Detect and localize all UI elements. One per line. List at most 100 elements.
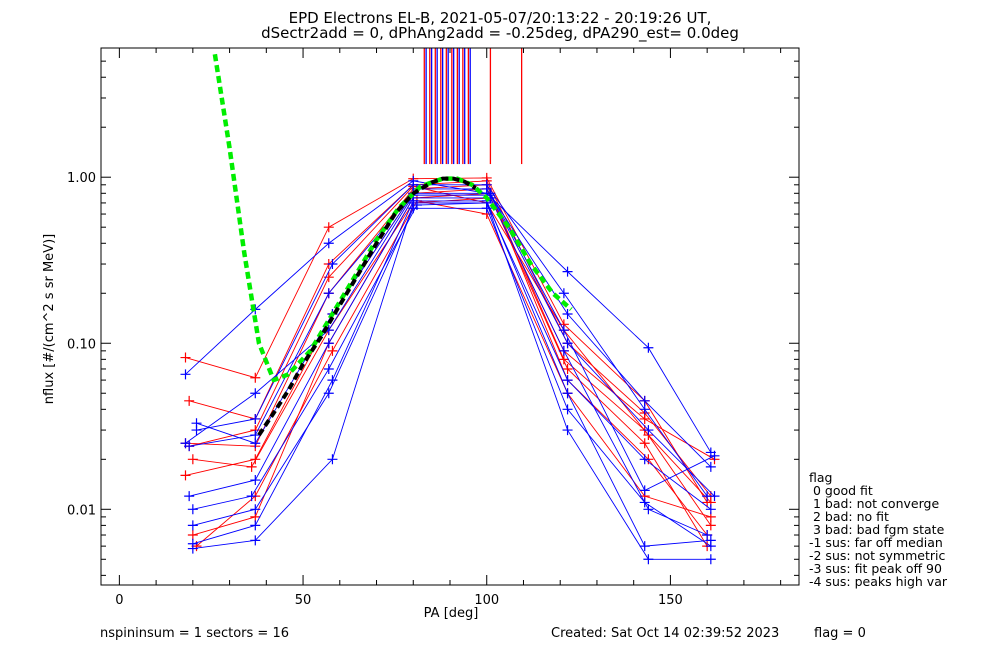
data-point-3-0 <box>180 470 191 481</box>
y-tick-label-2: 1.00 <box>67 171 96 186</box>
data-point-17-5 <box>562 388 573 399</box>
flag-legend-title: flag <box>809 470 833 485</box>
y-axis-label: nflux [#/(cm^2 s sr MeV)] <box>42 234 57 404</box>
flag-legend-item: -1 sus: far off median <box>809 535 943 550</box>
footer-flag: flag = 0 <box>814 626 866 641</box>
data-point-17-6 <box>639 541 650 552</box>
data-point-8-5 <box>562 266 573 277</box>
data-point-15-2 <box>327 259 338 270</box>
series-line-10 <box>196 192 715 491</box>
data-point-15-6 <box>639 404 650 415</box>
data-point-9-7 <box>705 461 716 472</box>
data-point-14-1 <box>246 491 257 502</box>
data-point-5-6 <box>639 413 650 424</box>
data-point-8-0 <box>180 369 191 380</box>
data-point-16-5 <box>562 338 573 349</box>
data-point-17-2 <box>327 375 338 386</box>
data-point-12-5 <box>562 425 573 436</box>
data-point-14-5 <box>562 375 573 386</box>
data-point-15-4 <box>481 179 492 190</box>
data-point-12-7 <box>705 554 716 565</box>
data-point-11-6 <box>643 504 654 515</box>
y-tick-label-0: 0.01 <box>67 503 96 518</box>
x-tick-label-2: 100 <box>474 593 499 608</box>
series-line-2 <box>185 184 712 526</box>
data-point-10-1 <box>250 438 261 449</box>
series-line-13 <box>192 207 712 547</box>
data-point-13-0 <box>187 520 198 531</box>
series-line-5 <box>192 197 715 468</box>
data-point-4-0 <box>187 530 198 541</box>
series-line-12 <box>192 202 711 560</box>
data-point-9-2 <box>323 288 334 299</box>
vertical-lines-group <box>423 48 523 165</box>
data-point-0-1 <box>250 372 261 383</box>
data-point-0-2 <box>323 222 334 233</box>
data-point-15-0 <box>191 425 202 436</box>
data-point-16-6 <box>643 425 654 436</box>
data-point-5-1 <box>246 461 257 472</box>
series-line-9 <box>189 188 712 468</box>
data-point-15-3 <box>408 179 419 190</box>
y-tick-label-1: 0.10 <box>67 337 96 352</box>
data-point-15-5 <box>558 288 569 299</box>
data-point-17-0 <box>187 538 198 549</box>
flag-legend-item: -3 sus: fit peak off 90 <box>809 561 942 576</box>
footer-spin-info: nspininsum = 1 sectors = 16 <box>100 626 289 641</box>
series-line-4 <box>192 192 708 536</box>
data-point-3-5 <box>562 363 573 374</box>
data-point-14-6 <box>639 454 650 465</box>
chart-title-line1: EPD Electrons EL-B, 2021-05-07/20:13:22 … <box>288 9 712 27</box>
data-point-9-5 <box>562 309 573 320</box>
data-point-16-7 <box>709 491 720 502</box>
flag-legend-item: 1 bad: not converge <box>809 496 940 511</box>
data-point-10-7 <box>709 450 720 461</box>
data-point-5-0 <box>187 454 198 465</box>
data-point-17-1 <box>250 520 261 531</box>
fit-curve-black <box>257 176 477 437</box>
x-axis-label: PA [deg] <box>424 606 479 621</box>
data-point-16-1 <box>250 388 261 399</box>
series-group <box>180 172 720 565</box>
chart-title-line2: dSectr2add = 0, dPhAng2add = -0.25deg, d… <box>261 24 739 42</box>
data-point-13-6 <box>639 497 650 508</box>
data-point-10-6 <box>639 485 650 496</box>
flag-legend-item: 0 good fit <box>809 483 873 498</box>
series-line-3 <box>185 188 708 547</box>
data-point-2-5 <box>558 354 569 365</box>
series-line-17 <box>192 200 711 547</box>
data-point-16-0 <box>180 438 191 449</box>
series-line-6 <box>196 200 711 547</box>
series-line-8 <box>185 180 712 453</box>
data-point-8-2 <box>323 238 334 249</box>
data-point-11-7 <box>702 530 713 541</box>
data-point-12-1 <box>250 535 261 546</box>
series-line-7 <box>189 185 712 503</box>
axes-group: 0 50 100 150 0.01 0.10 1.00 <box>67 47 800 608</box>
data-point-11-2 <box>323 338 334 349</box>
x-tick-label-3: 150 <box>658 593 683 608</box>
data-point-17-7 <box>705 535 716 546</box>
data-point-11-1 <box>250 475 261 486</box>
data-point-3-6 <box>639 438 650 449</box>
data-point-2-7 <box>705 520 716 531</box>
data-point-15-1 <box>250 413 261 424</box>
data-point-17-3 <box>408 195 419 206</box>
data-point-12-6 <box>643 554 654 565</box>
data-point-12-2 <box>327 454 338 465</box>
data-point-14-7 <box>705 504 716 515</box>
series-line-1 <box>189 180 712 497</box>
flag-legend-item: 2 bad: no fit <box>809 509 889 524</box>
data-point-6-2 <box>327 345 338 356</box>
data-point-16-4 <box>485 190 496 201</box>
flag-legend-item: -4 sus: peaks high var <box>809 574 948 589</box>
data-point-13-5 <box>562 404 573 415</box>
series-line-11 <box>189 197 708 536</box>
data-point-13-1 <box>250 504 261 515</box>
plot-frame <box>100 47 800 586</box>
data-point-9-6 <box>639 395 650 406</box>
series-line-16 <box>185 194 715 497</box>
footer-created: Created: Sat Oct 14 02:39:52 2023 <box>551 626 780 641</box>
series-line-15 <box>196 184 708 497</box>
